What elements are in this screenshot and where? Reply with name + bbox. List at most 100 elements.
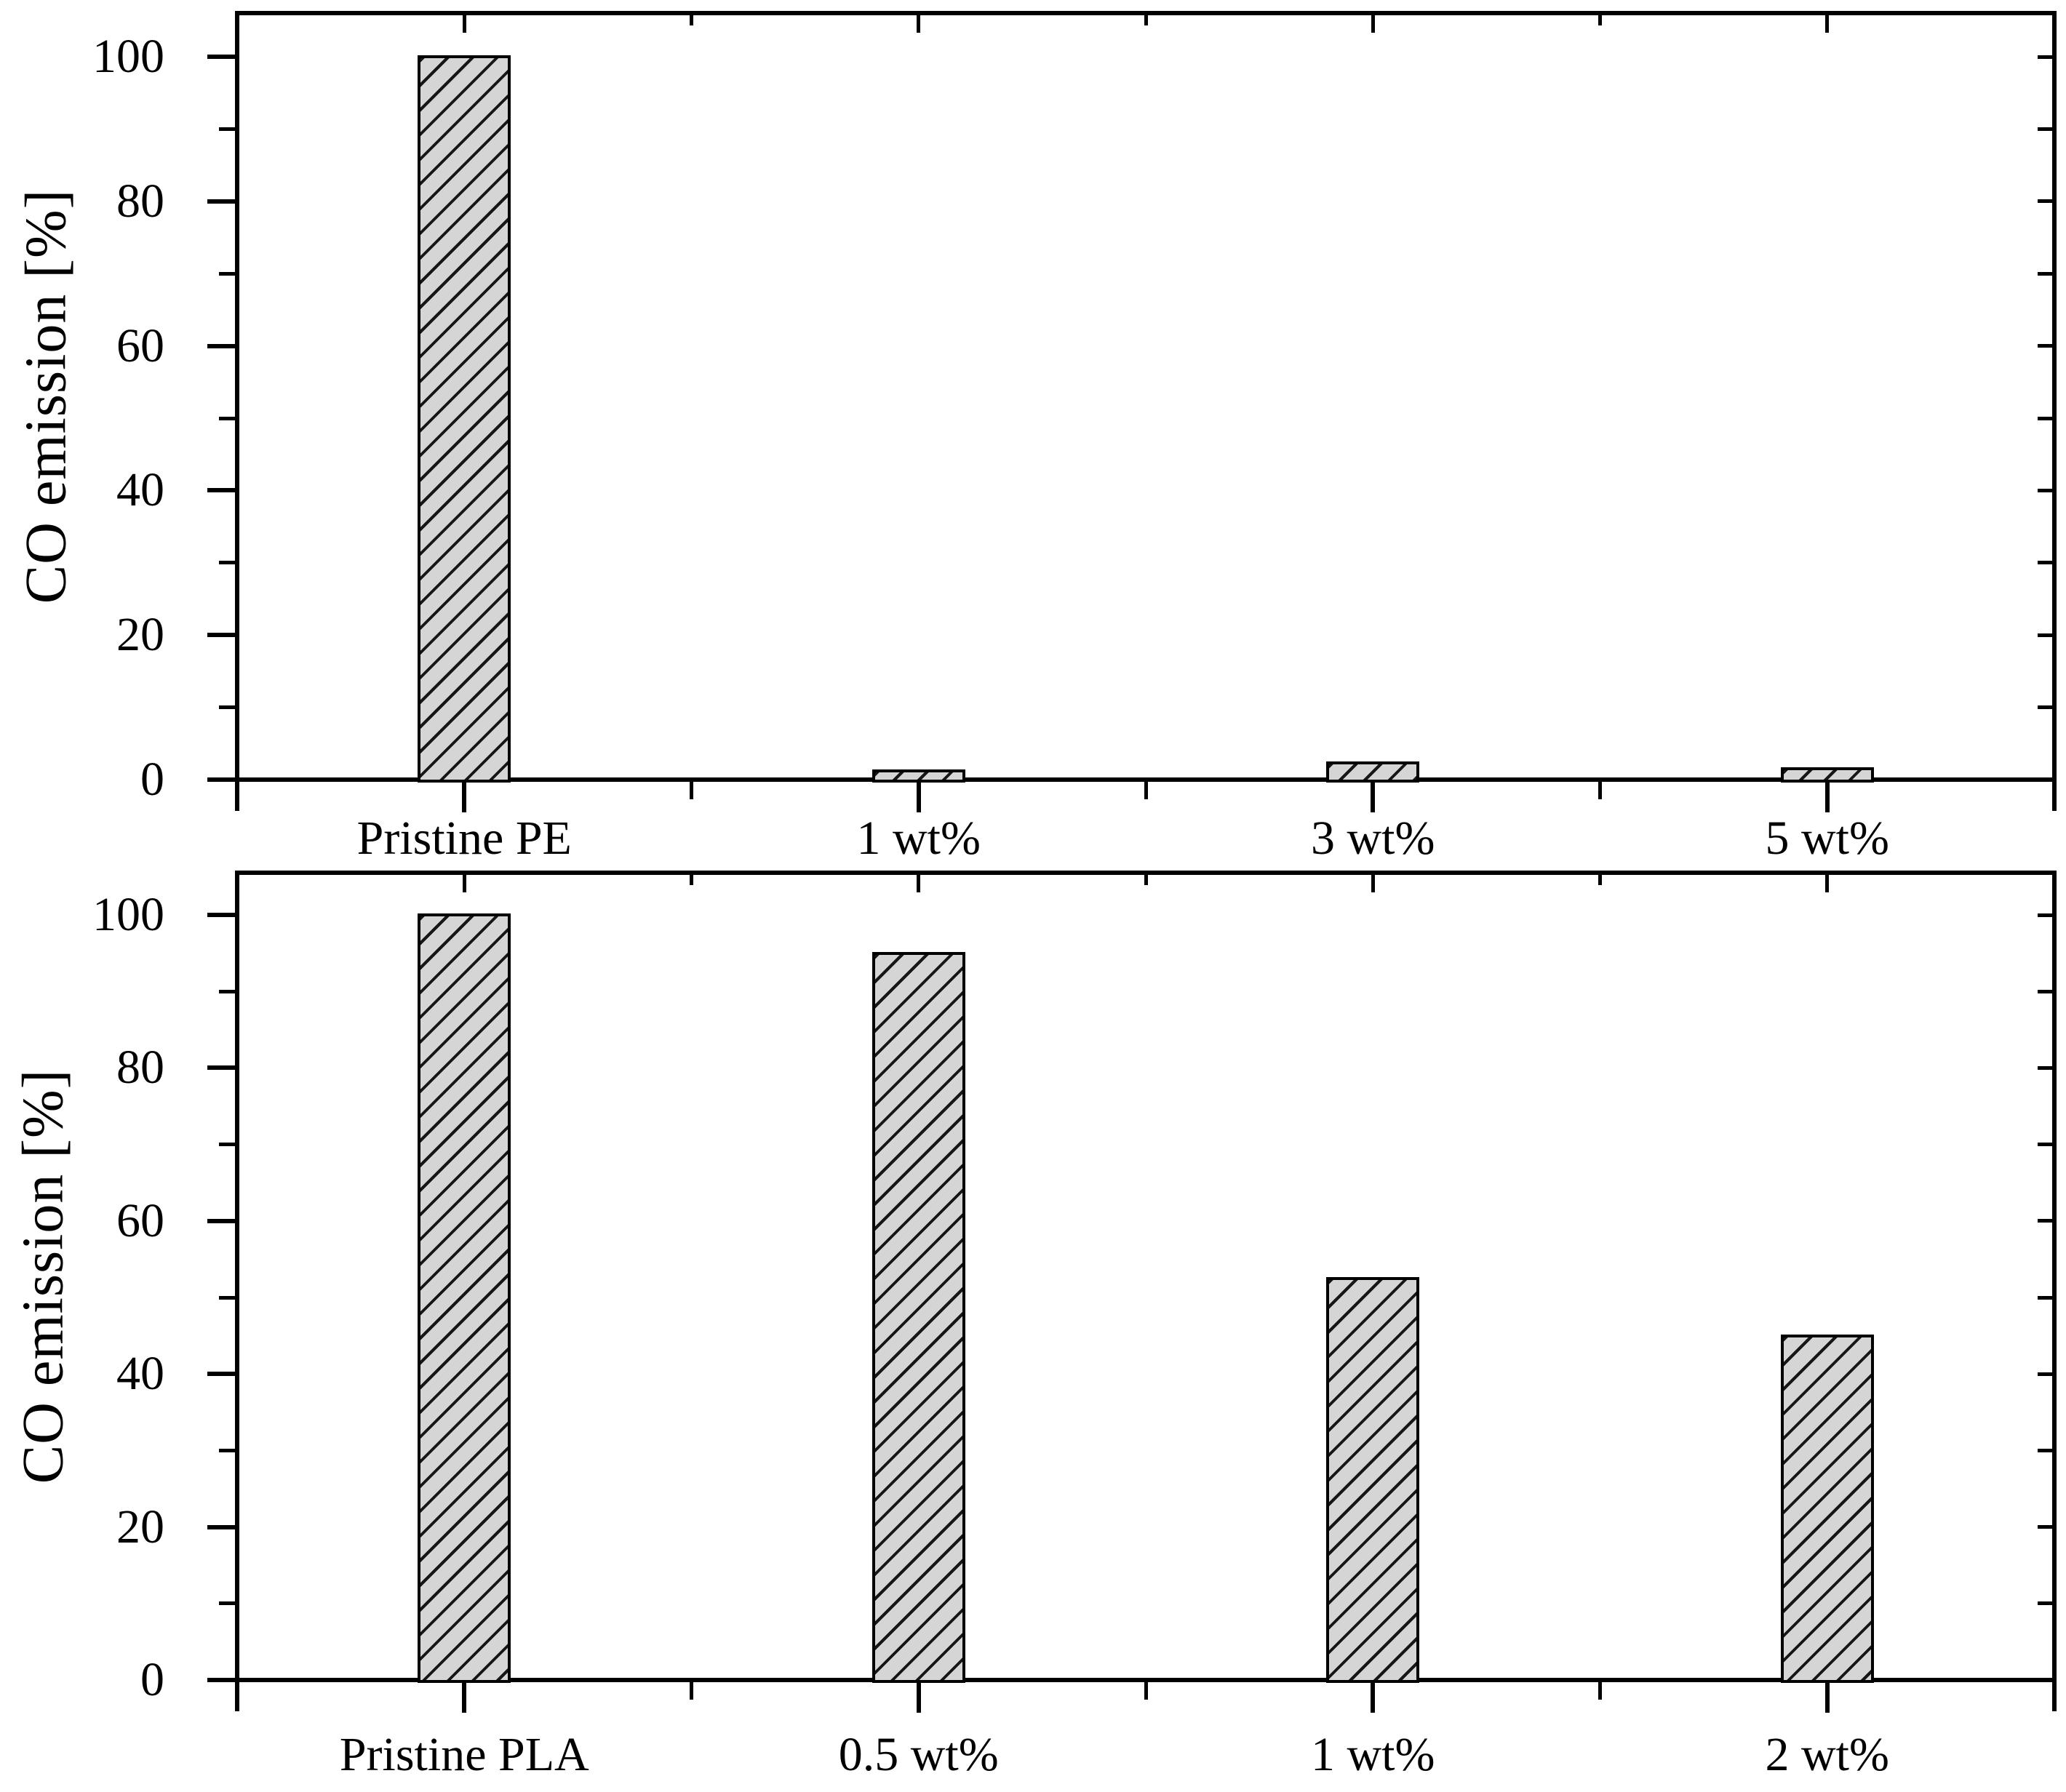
x-top-inward-tick [917, 15, 921, 33]
x-minor-tick [1144, 1682, 1148, 1700]
y-minor-tick [219, 271, 235, 276]
y-right-inward-tick [2038, 1448, 2052, 1452]
y-right-inward-tick [2038, 127, 2052, 131]
y-right-inward-tick [2038, 271, 2052, 276]
x-top-inward-tick [1371, 875, 1375, 892]
x-top-inward-minor-tick [1144, 875, 1148, 885]
x-major-tick [462, 782, 467, 812]
y-right-inward-tick [2038, 777, 2052, 782]
y-minor-tick [219, 705, 235, 710]
x-tick-label: 5 wt% [1765, 812, 1889, 865]
x-tick-label: Pristine PLA [339, 1728, 589, 1781]
y-tick-label: 60 [116, 1193, 164, 1247]
bar-0-5-wt- [872, 951, 965, 1683]
y-minor-tick [219, 1601, 235, 1606]
y-tick-label: 40 [116, 1347, 164, 1401]
x-top-inward-minor-tick [690, 15, 693, 25]
y-right-inward-tick [2038, 55, 2052, 59]
x-tick-label: 0.5 wt% [838, 1728, 999, 1781]
y-right-inward-tick [2038, 1065, 2052, 1070]
y-major-tick [207, 1065, 235, 1071]
bar-1-wt- [872, 769, 965, 783]
x-minor-tick [690, 782, 693, 799]
x-tick-label: 1 wt% [856, 812, 981, 865]
x-top-inward-minor-tick [690, 875, 693, 885]
y-minor-tick [219, 561, 235, 565]
x-tick-label: 2 wt% [1765, 1728, 1889, 1781]
y-tick-label: 80 [116, 174, 164, 228]
y-right-inward-tick [2038, 1372, 2052, 1376]
x-major-tick [462, 1682, 467, 1713]
x-top-inward-tick [1825, 875, 1830, 892]
y-right-inward-tick [2038, 1525, 2052, 1529]
y-major-tick [207, 55, 235, 59]
x-top-inward-tick [917, 875, 921, 892]
y-tick-label: 20 [116, 608, 164, 662]
y-tick-label: 0 [140, 753, 164, 806]
y-tick-label: 20 [116, 1500, 164, 1553]
plot-frame-right [2052, 11, 2057, 811]
x-tick-label: Pristine PE [356, 812, 572, 865]
plot-frame-right [2052, 871, 2057, 1711]
bar-2-wt- [1780, 1334, 1874, 1683]
y-major-tick [207, 913, 235, 917]
x-major-tick [1371, 1682, 1376, 1713]
x-top-inward-tick [1825, 15, 1830, 33]
y-major-tick [207, 199, 235, 204]
plot-frame-top [235, 871, 2057, 875]
bar-pristine-pe [418, 55, 511, 783]
y-minor-tick [219, 1143, 235, 1147]
y-minor-tick [219, 127, 235, 131]
x-major-tick [916, 782, 921, 812]
y-minor-tick [219, 1295, 235, 1300]
x-major-tick [1824, 1682, 1830, 1713]
y-tick-label: 100 [92, 30, 164, 83]
bar-5-wt- [1780, 767, 1874, 783]
x-top-inward-tick [462, 15, 466, 33]
y-major-tick [207, 633, 235, 638]
y-right-inward-tick [2038, 344, 2052, 348]
y-tick-label: 40 [116, 463, 164, 517]
x-minor-tick [1598, 1682, 1602, 1700]
y-right-inward-tick [2038, 561, 2052, 565]
x-tick-label: 3 wt% [1311, 812, 1435, 865]
y-axis-title: CO emission [%] [14, 188, 79, 604]
y-right-inward-tick [2038, 633, 2052, 637]
bar-3-wt- [1326, 761, 1420, 783]
y-minor-tick [219, 1448, 235, 1452]
y-major-tick [207, 1678, 235, 1682]
x-top-inward-minor-tick [1598, 15, 1602, 25]
y-minor-tick [219, 989, 235, 993]
y-major-tick [207, 1218, 235, 1223]
x-major-tick [1371, 782, 1376, 812]
y-right-inward-tick [2038, 199, 2052, 204]
y-right-inward-tick [2038, 1219, 2052, 1223]
plot-frame-left [235, 11, 239, 811]
y-minor-tick [219, 416, 235, 420]
y-major-tick [207, 343, 235, 348]
y-tick-label: 60 [116, 319, 164, 372]
y-major-tick [207, 1372, 235, 1377]
x-tick-label: 1 wt% [1311, 1728, 1435, 1781]
x-minor-tick [1144, 782, 1148, 799]
y-major-tick [207, 1524, 235, 1529]
x-top-inward-minor-tick [1144, 15, 1148, 25]
x-major-tick [1824, 782, 1830, 812]
plot-frame-left [235, 871, 239, 1711]
x-minor-tick [690, 1682, 693, 1700]
y-tick-label: 80 [116, 1041, 164, 1095]
y-tick-label: 0 [140, 1653, 164, 1706]
x-top-inward-minor-tick [1598, 875, 1602, 885]
y-right-inward-tick [2038, 416, 2052, 420]
x-major-tick [916, 1682, 921, 1713]
x-top-inward-tick [462, 875, 466, 892]
y-right-inward-tick [2038, 989, 2052, 993]
y-right-inward-tick [2038, 1143, 2052, 1147]
y-axis-title: CO emission [%] [11, 1068, 76, 1484]
x-minor-tick [1598, 782, 1602, 799]
y-right-inward-tick [2038, 1678, 2052, 1682]
y-major-tick [207, 777, 235, 782]
bar-1-wt- [1326, 1276, 1420, 1683]
y-tick-label: 100 [92, 888, 164, 941]
y-right-inward-tick [2038, 1295, 2052, 1300]
